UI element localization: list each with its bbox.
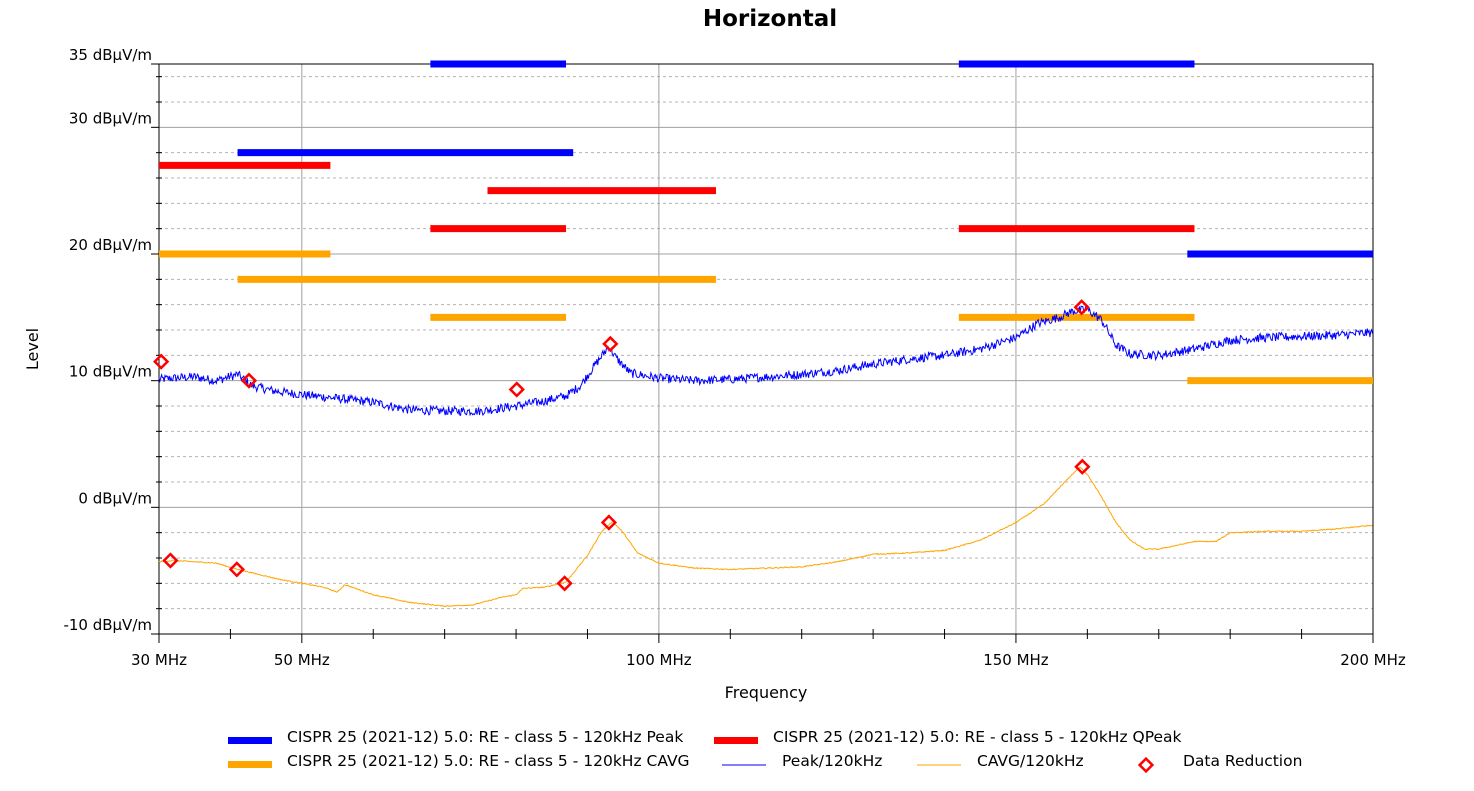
legend-label: CISPR 25 (2021-12) 5.0: RE - class 5 - 1… bbox=[773, 728, 1182, 746]
y-tick-label: 20 dBµV/m bbox=[69, 236, 152, 254]
legend-label: Peak/120kHz bbox=[782, 752, 882, 770]
y-axis-title: Level bbox=[23, 328, 42, 370]
x-axis-title: Frequency bbox=[725, 683, 808, 702]
trace-cavg-120khz bbox=[158, 466, 1373, 608]
data-reduction-marker bbox=[153, 353, 170, 370]
legend: CISPR 25 (2021-12) 5.0: RE - class 5 - 1… bbox=[228, 728, 1302, 774]
x-tick-label: 200 MHz bbox=[1340, 651, 1406, 669]
x-tick-label: 50 MHz bbox=[274, 651, 330, 669]
plot-area-border bbox=[158, 63, 1374, 635]
y-tick-label: 30 dBµV/m bbox=[69, 109, 152, 127]
x-tick-label: 100 MHz bbox=[626, 651, 692, 669]
legend-swatch bbox=[228, 761, 272, 768]
legend-swatch bbox=[228, 737, 272, 744]
y-tick-label: 10 dBµV/m bbox=[69, 363, 152, 381]
y-tick-label: -10 dBµV/m bbox=[63, 616, 152, 634]
data-reduction-marker bbox=[162, 552, 179, 569]
data-reduction-marker bbox=[1073, 299, 1090, 316]
limit-lines bbox=[159, 60, 1373, 385]
data-reduction-marker bbox=[508, 381, 525, 398]
legend-swatch bbox=[714, 737, 758, 744]
legend-swatch bbox=[1137, 756, 1155, 774]
x-tick-label: 150 MHz bbox=[983, 651, 1049, 669]
axes: 35 dBµV/m 30 dBµV/m 20 dBµV/m 10 dBµV/m 0 dB… bbox=[63, 46, 1405, 669]
data-reduction-markers bbox=[153, 299, 1091, 592]
legend-label: CISPR 25 (2021-12) 5.0: RE - class 5 - 1… bbox=[287, 752, 690, 770]
legend-label: CAVG/120kHz bbox=[977, 752, 1084, 770]
grid bbox=[159, 64, 1373, 634]
measurement-traces bbox=[158, 304, 1373, 608]
data-reduction-marker bbox=[240, 372, 258, 389]
data-reduction-marker bbox=[1074, 458, 1091, 475]
y-tick-label: 0 dBµV/m bbox=[78, 489, 152, 507]
legend-label: Data Reduction bbox=[1183, 752, 1302, 770]
y-tick-label: 35 dBµV/m bbox=[69, 46, 152, 64]
chart-title: Horizontal bbox=[703, 6, 837, 32]
data-reduction-marker bbox=[602, 335, 619, 353]
trace-peak-120khz bbox=[158, 304, 1373, 417]
data-reduction-marker bbox=[556, 575, 573, 592]
data-reduction-marker bbox=[600, 514, 618, 531]
legend-label: CISPR 25 (2021-12) 5.0: RE - class 5 - 1… bbox=[287, 728, 683, 746]
data-reduction-marker bbox=[228, 561, 245, 578]
x-tick-label: 30 MHz bbox=[131, 651, 187, 669]
